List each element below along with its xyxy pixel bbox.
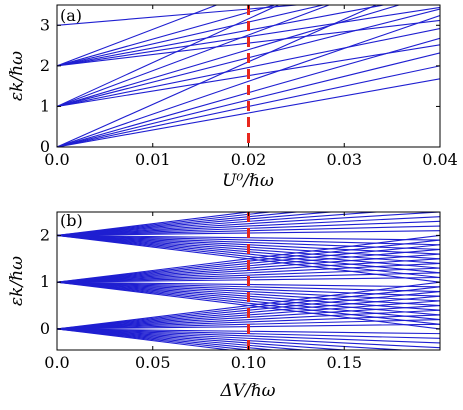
- panel-b-energy-line: [57, 328, 440, 349]
- y-tick-label: 0: [40, 137, 50, 156]
- panel-b-energy-line: [57, 234, 440, 250]
- panel-b-energy-line: [57, 281, 440, 330]
- panel-a-ylabel: εk/ℏω: [7, 51, 27, 101]
- panel-b-energy-line: [57, 216, 440, 236]
- y-tick-label: 2: [40, 225, 50, 244]
- panel-a-energy-line: [57, 5, 401, 107]
- panel-a-label: (a): [60, 6, 82, 25]
- panel-b-xlabel: ΔV/ℏω: [219, 381, 275, 401]
- panel-b-ticks: 0.0 0.05 0.10 0.15 0 1 2: [40, 212, 440, 372]
- panel-b-energy-line: [57, 328, 234, 350]
- x-tick-label: 0.05: [135, 353, 171, 372]
- y-tick-label: 1: [40, 96, 50, 115]
- panel-a-energy-line: [57, 78, 440, 147]
- panel-b-energy-line: [57, 281, 440, 297]
- panel-b: 0.0 0.05 0.10 0.15 0 1 2 (b) ΔV/ℏω εk/ℏω: [7, 211, 441, 401]
- panel-b-energy-line: [57, 234, 440, 279]
- panel-a-energy-line: [57, 52, 440, 147]
- panel-b-ylabel: εk/ℏω: [7, 256, 27, 306]
- panel-a: 0.0 0.01 0.02 0.03 0.04 0 1 2 3 (a) U⁰/ℏω εk/ℏω: [7, 4, 458, 191]
- x-tick-label: 0.15: [326, 353, 362, 372]
- x-tick-label: 0.03: [326, 150, 362, 169]
- panel-a-energy-line: [57, 5, 280, 107]
- panel-b-energy-line: [57, 212, 440, 236]
- y-tick-label: 1: [40, 272, 50, 291]
- y-tick-label: 0: [40, 319, 50, 338]
- panel-b-energy-line: [57, 328, 254, 350]
- x-tick-label: 0.04: [422, 150, 458, 169]
- panel-a-energy-line: [57, 5, 219, 67]
- y-tick-label: 2: [40, 56, 50, 75]
- panel-b-label: (b): [60, 211, 83, 230]
- y-tick-label: 3: [40, 15, 50, 34]
- panel-a-energy-line: [57, 5, 331, 107]
- x-tick-label: 0.0: [44, 353, 69, 372]
- x-tick-label: 0.10: [231, 353, 267, 372]
- panel-b-energy-line: [57, 212, 254, 236]
- panel-a-energy-line: [57, 27, 440, 107]
- panel-a-xlabel: U⁰/ℏω: [222, 171, 274, 191]
- panel-b-energy-line: [57, 234, 440, 246]
- panel-b-energy-line: [57, 234, 440, 283]
- x-tick-label: 0.0: [44, 150, 69, 169]
- panel-b-energy-line: [57, 234, 440, 274]
- panel-b-energy-line: [57, 281, 440, 293]
- x-tick-label: 0.01: [135, 150, 171, 169]
- panel-a-energy-line: [57, 6, 440, 67]
- panel-a-energy-line: [57, 15, 440, 147]
- panel-b-energy-line: [57, 328, 440, 344]
- panel-b-energy-line: [57, 281, 440, 302]
- panel-b-lines: [57, 212, 440, 350]
- panel-a-ticks: 0.0 0.01 0.02 0.03 0.04 0 1 2 3: [40, 5, 458, 169]
- panel-b-energy-line: [57, 281, 440, 325]
- x-tick-label: 0.02: [231, 150, 267, 169]
